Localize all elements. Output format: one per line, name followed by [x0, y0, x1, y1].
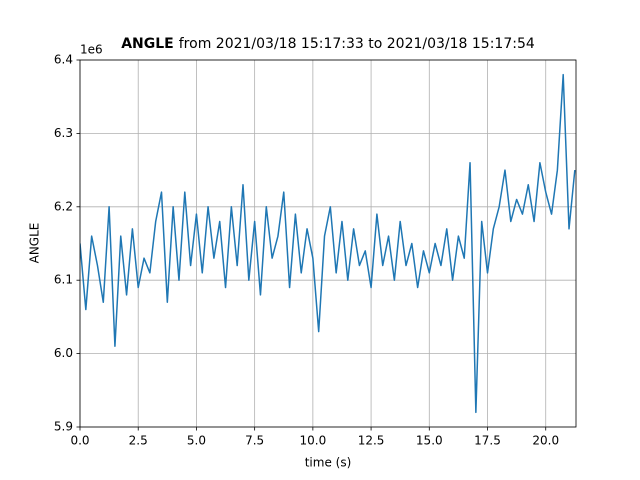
- x-tick-label: 15.0: [416, 434, 443, 448]
- offset-text: 1e6: [80, 43, 103, 57]
- title-name: ANGLE: [121, 36, 174, 52]
- title-range: from 2021/03/18 15:17:33 to 2021/03/18 1…: [179, 36, 535, 52]
- x-tick-label: 17.5: [474, 434, 501, 448]
- x-tick-label: 20.0: [532, 434, 559, 448]
- plot-frame: [79, 59, 577, 428]
- x-tick-label: 0.0: [70, 434, 89, 448]
- x-tick-label: 12.5: [358, 434, 385, 448]
- chart-title: ANGLE from 2021/03/18 15:17:33 to 2021/03…: [121, 36, 535, 52]
- y-tick-label: 6.0: [54, 346, 73, 360]
- y-tick-label: 5.9: [54, 420, 73, 434]
- y-tick-label: 6.3: [54, 126, 73, 140]
- data-line: [80, 73, 576, 414]
- y-tick-label: 6.2: [54, 199, 73, 213]
- x-tick-label: 10.0: [300, 434, 327, 448]
- x-tick-label: 2.5: [129, 434, 148, 448]
- x-axis-label: time (s): [305, 456, 352, 470]
- x-tick-label: 5.0: [187, 434, 206, 448]
- x-tick-label: 7.5: [245, 434, 264, 448]
- y-tick-label: 6.1: [54, 273, 73, 287]
- y-tick-label: 6.4: [54, 53, 73, 67]
- y-axis-label: ANGLE: [28, 223, 42, 264]
